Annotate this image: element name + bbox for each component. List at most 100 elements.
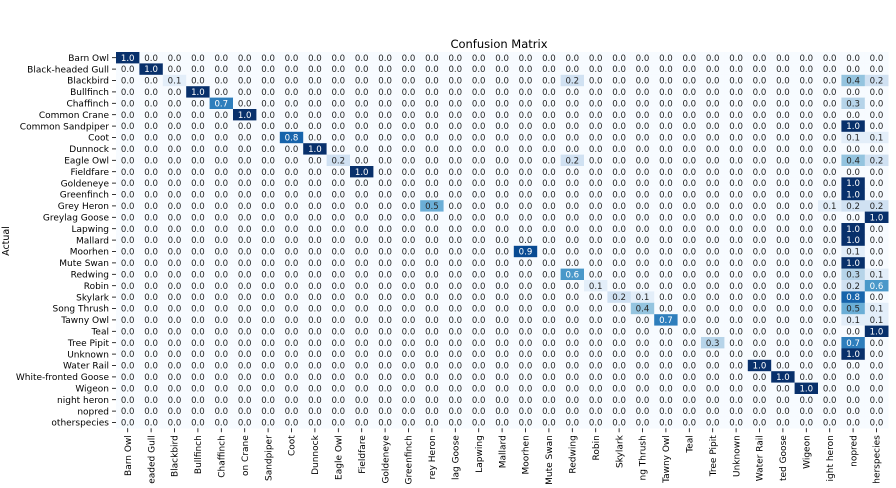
cell-value-label: 0.1 [823,202,837,212]
cell-value-label: 0.0 [776,282,790,292]
cell-value-label: 0.0 [799,236,813,246]
heatmap-cell [677,177,702,190]
cell-value-label: 0.0 [308,407,322,417]
cell-value-label: 0.0 [308,213,322,223]
cell-value-label: 0.0 [659,350,673,360]
cell-value-label: 0.0 [542,373,556,383]
heatmap-cell [560,257,585,269]
heatmap-cell [513,371,538,383]
cell-value-label: 0.0 [846,396,860,406]
cell-value-label: 0.0 [448,236,462,246]
y-tick-label: Lapwing [71,225,109,235]
cell-value-label: 0.0 [331,293,345,303]
heatmap-cell [607,268,632,281]
cell-value-label: 0.0 [612,202,626,212]
heatmap-cell [420,337,444,349]
heatmap-cell [256,371,281,383]
cell-value-label: 0.0 [308,111,322,121]
cell-value-label: 0.0 [238,407,252,417]
cell-value-label: 0.0 [355,419,369,429]
cell-value-label: 0.0 [402,99,416,109]
cell-value-label: 0.0 [448,225,462,235]
heatmap-cell [654,405,678,418]
cell-value-label: 0.0 [144,373,158,383]
heatmap-cell [841,52,866,64]
heatmap-cell [654,177,678,190]
heatmap-cell [233,314,257,326]
cell-value-label: 0.0 [636,145,650,155]
cell-value-label: 0.0 [448,248,462,258]
heatmap-cell [396,188,421,201]
cell-value-label: 0.0 [753,339,767,349]
cell-value-label: 0.0 [870,373,884,383]
heatmap-cell [373,154,398,167]
cell-value-label: 0.0 [355,270,369,280]
heatmap-cell [654,382,678,395]
cell-value-label: 0.0 [425,99,439,109]
cell-value-label: 0.0 [565,145,579,155]
heatmap-cell [818,188,842,201]
heatmap-cell [162,348,187,361]
cell-value-label: 0.0 [753,191,767,201]
heatmap-cell [256,382,281,395]
heatmap-cell [537,405,561,418]
heatmap-cell [654,234,678,247]
heatmap-cell [186,86,210,98]
cell-value-label: 0.0 [168,293,182,303]
cell-value-label: 0.0 [261,419,275,429]
y-tick-label: Robin [84,282,109,292]
cell-value-label: 0.0 [636,122,650,132]
heatmap-cell [584,416,608,429]
cell-value-label: 0.0 [870,419,884,429]
heatmap-cell [350,359,374,372]
cell-value-label: 0.0 [542,350,556,360]
cell-value-label: 0.0 [121,248,135,258]
heatmap-cell [818,382,842,395]
cell-value-label: 0.0 [261,202,275,212]
cell-value-label: 0.0 [519,384,533,394]
cell-value-label: 0.0 [799,122,813,132]
heatmap-cell [630,337,655,349]
y-tick-label: Chaffinch [66,100,109,110]
cell-value-label: 0.0 [799,293,813,303]
cell-value-label: 0.0 [565,179,579,189]
cell-value-label: 0.0 [378,259,392,269]
cell-value-label: 0.0 [519,145,533,155]
heatmap-cell [560,97,585,110]
cell-value-label: 0.0 [168,88,182,98]
heatmap-cell [443,234,468,247]
heatmap-cell [256,257,281,269]
cell-value-label: 0.0 [402,77,416,87]
cell-value-label: 0.0 [402,213,416,223]
heatmap-cell [537,52,561,64]
heatmap-cell [560,280,585,292]
heatmap-cell [186,63,210,76]
cell-value-label: 0.0 [472,225,486,235]
cell-value-label: 0.0 [472,111,486,121]
heatmap-cell [513,109,538,121]
cell-value-label: 0.0 [285,396,299,406]
heatmap-cell [607,166,632,178]
cell-value-label: 0.0 [191,305,205,315]
heatmap-cell [279,371,304,383]
heatmap-cell [513,188,538,201]
cell-value-label: 0.0 [355,396,369,406]
heatmap-cell [747,337,772,349]
heatmap-cell [513,359,538,372]
cell-value-label: 0.0 [238,145,252,155]
cell-value-label: 0.0 [706,373,720,383]
heatmap-cell [373,348,398,361]
cell-value-label: 0.0 [355,350,369,360]
heatmap-cell [701,154,725,167]
heatmap-cell [864,302,889,315]
cell-value-label: 0.0 [706,134,720,144]
cell-value-label: 0.0 [355,65,369,75]
cell-value-label: 0.0 [729,122,743,132]
heatmap-cell [420,325,444,338]
cell-value-label: 0.0 [823,111,837,121]
cell-value-label: 0.0 [682,213,696,223]
cell-value-label: 0.0 [472,236,486,246]
heatmap-cell [771,325,795,338]
heatmap-cell [233,74,257,87]
cell-value-label: 0.0 [519,373,533,383]
